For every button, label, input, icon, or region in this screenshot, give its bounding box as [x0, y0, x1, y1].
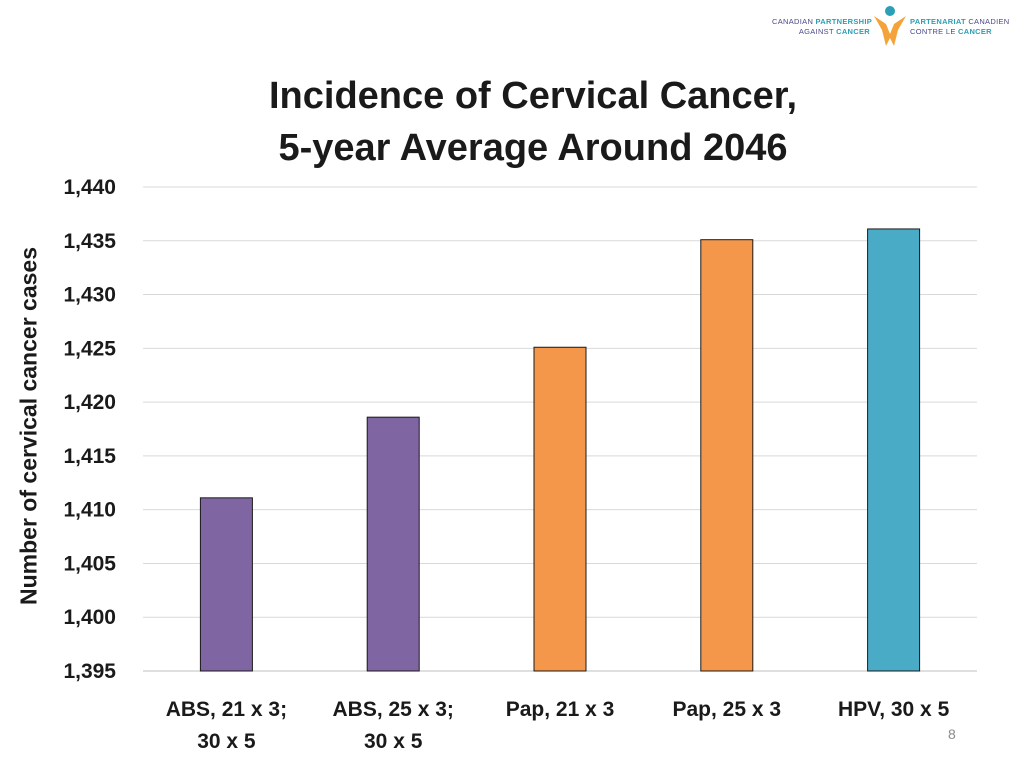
y-tick-label: 1,430	[63, 284, 116, 307]
logo-french-text: PARTENARIAT CANADIEN CONTRE LE CANCER	[910, 17, 1010, 36]
x-category-label: ABS, 25 x 3; 30 x 5	[333, 698, 454, 753]
bar-3	[533, 346, 587, 672]
y-tick-label: 1,400	[63, 606, 116, 629]
bar-2	[366, 416, 420, 672]
y-axis-ticks: 1,395 1,400 1,405 1,410 1,415 1,420 1,425 1,430…	[63, 176, 116, 683]
y-tick-label: 1,395	[63, 660, 116, 683]
logo-figure-icon	[874, 6, 906, 46]
bar-5	[867, 228, 921, 672]
y-tick-label: 1,440	[63, 176, 116, 199]
x-category-label: Pap, 21 x 3	[506, 698, 615, 721]
chart-title-line-2: 5-year Average Around 2046	[278, 127, 788, 169]
page-number: 8	[948, 726, 956, 742]
y-tick-label: 1,425	[63, 337, 116, 360]
logo-english-text: CANADIAN PARTNERSHIP AGAINST CANCER	[772, 17, 873, 36]
bar-1	[199, 497, 253, 672]
bar-4	[700, 239, 754, 672]
bars	[199, 228, 921, 672]
x-category-label: Pap, 25 x 3	[673, 698, 782, 721]
chart-title: Incidence of Cervical Cancer, 5-year Ave…	[200, 70, 866, 174]
x-category-label: HPV, 30 x 5	[838, 698, 950, 721]
y-tick-label: 1,410	[63, 499, 116, 522]
y-tick-label: 1,420	[63, 391, 116, 414]
x-axis-categories: ABS, 21 x 3; 30 x 5 ABS, 25 x 3; 30 x 5 Pap,…	[166, 698, 950, 753]
chart-title-line-1: Incidence of Cervical Cancer,	[268, 75, 797, 117]
y-tick-label: 1,415	[63, 445, 116, 468]
y-tick-label: 1,405	[63, 552, 116, 575]
x-category-label: ABS, 21 x 3; 30 x 5	[166, 698, 287, 753]
y-tick-label: 1,435	[63, 230, 116, 253]
partnership-logo: CANADIAN PARTNERSHIP AGAINST CANCER PART…	[772, 4, 1009, 48]
